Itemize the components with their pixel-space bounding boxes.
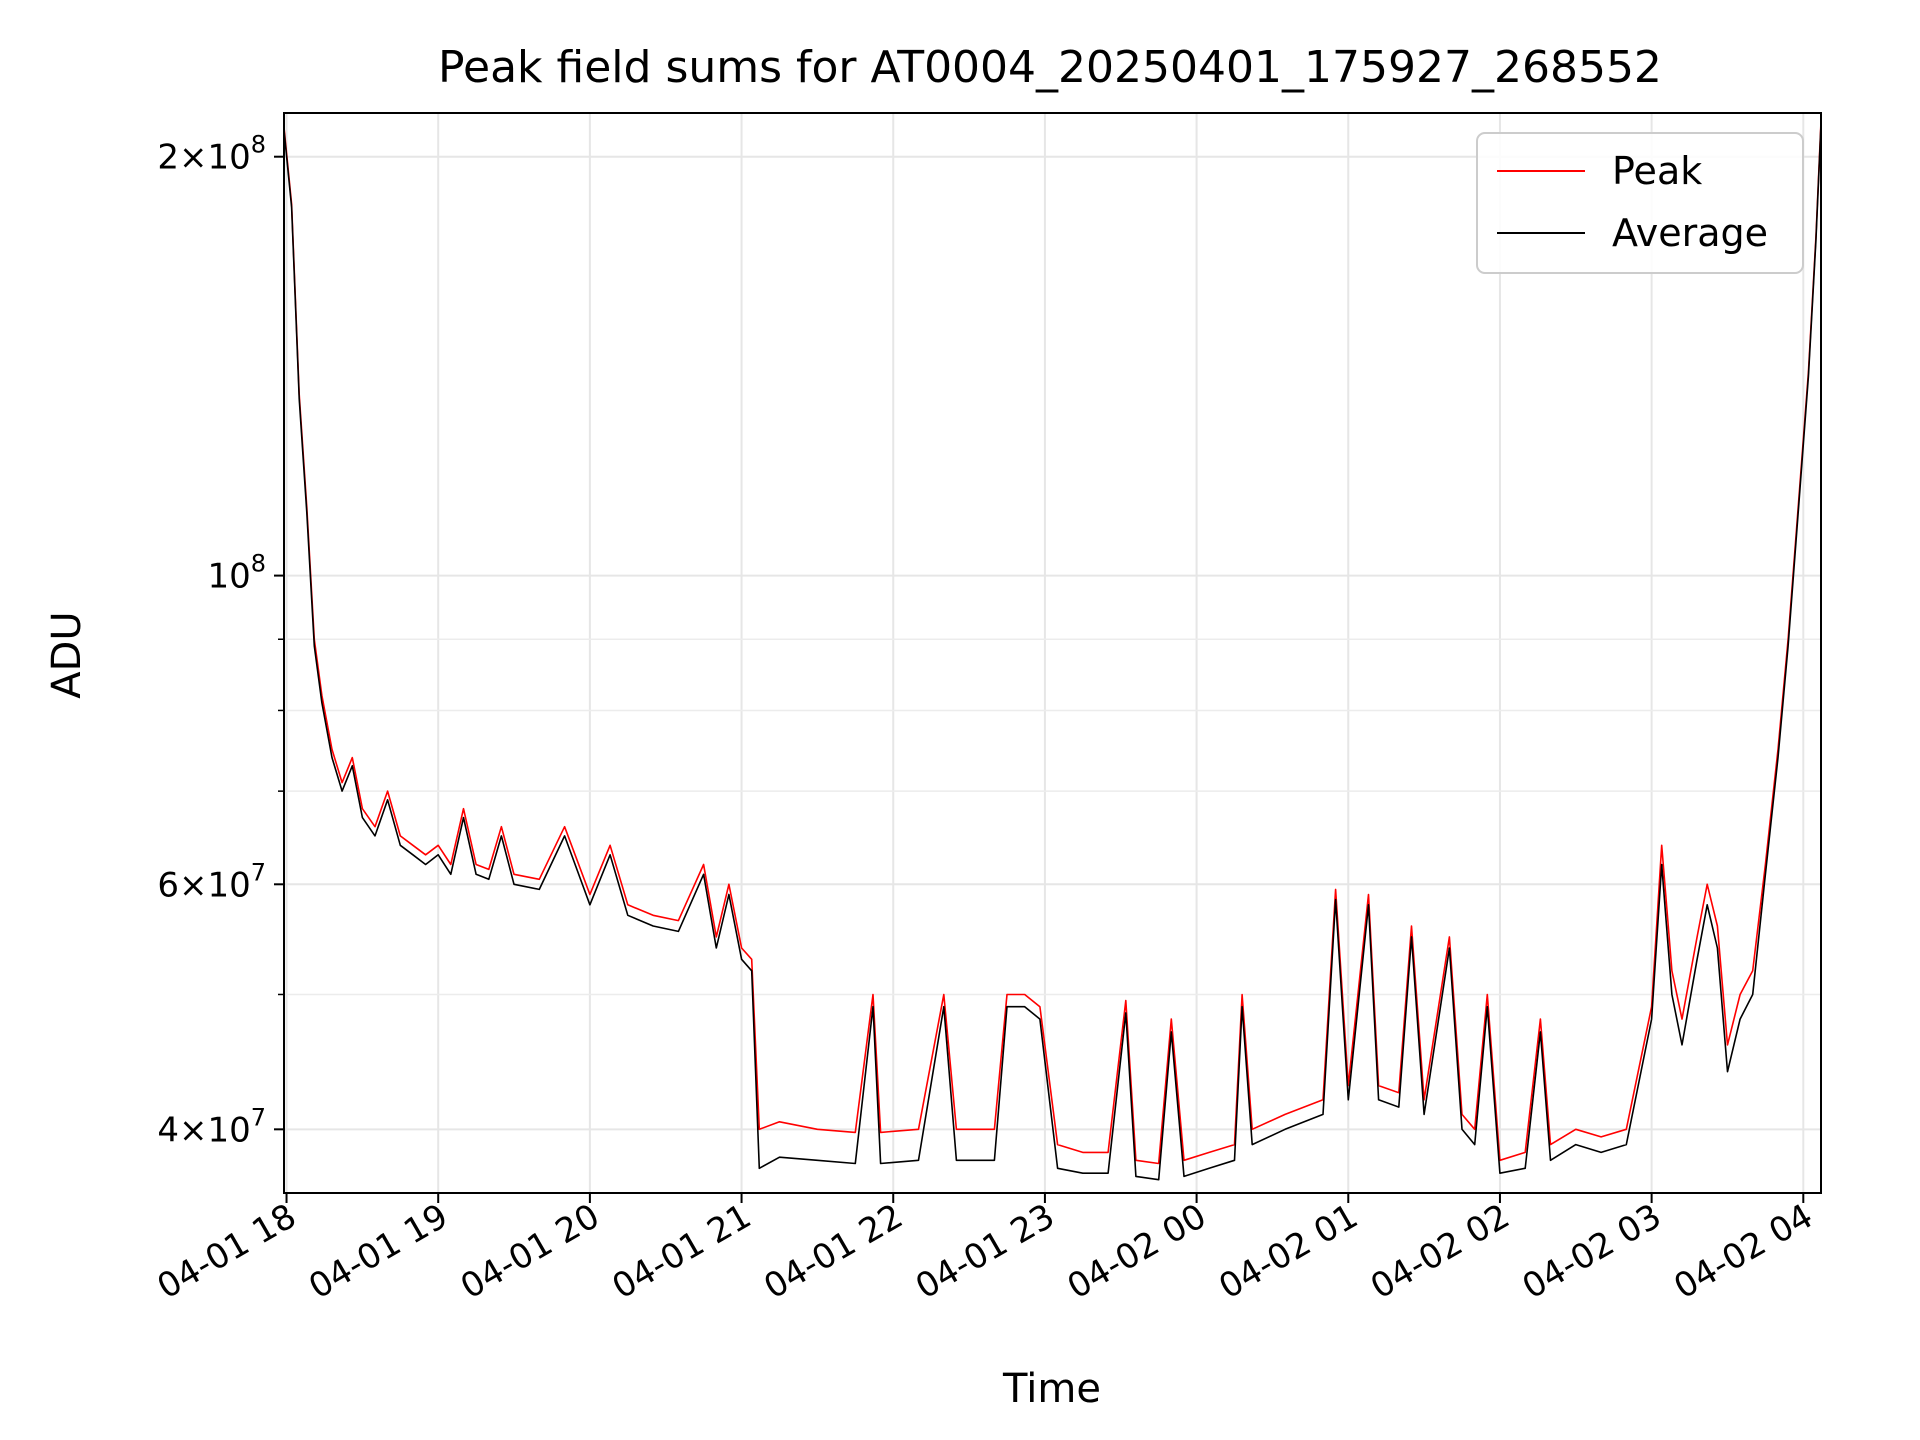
plot-frame: [283, 112, 1822, 1194]
y-tick-label: 2×108: [157, 131, 266, 178]
y-axis-label: ADU: [44, 611, 90, 698]
y-tick-label: 108: [207, 550, 266, 597]
x-axis-label: Time: [1002, 1366, 1101, 1412]
series-line-average: [284, 124, 1821, 1181]
legend-peak-label: Peak: [1612, 149, 1702, 193]
legend-box: [1476, 132, 1804, 274]
y-tick-label: 4×107: [157, 1103, 266, 1150]
legend: Peak Average: [1476, 132, 1804, 274]
legend-average-label: Average: [1612, 211, 1768, 255]
series-line-peak: [284, 121, 1821, 1165]
y-axis: 4×107 6×107 108 2×108: [157, 131, 284, 1150]
chart-title: Peak field sums for AT0004_20250401_1759…: [438, 42, 1662, 93]
plot-area: [284, 121, 1821, 1181]
series-layer: [284, 121, 1821, 1181]
y-tick-label: 6×107: [157, 858, 266, 905]
